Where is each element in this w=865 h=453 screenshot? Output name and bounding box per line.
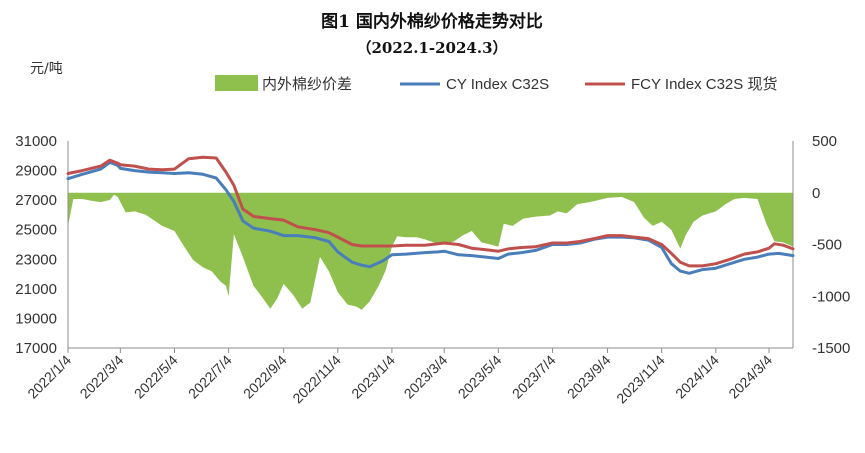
- y-right-tick-label: 0: [812, 185, 820, 202]
- y-right-tick-label: 500: [812, 133, 837, 150]
- legend-label-cy: CY Index C32S: [446, 76, 549, 93]
- legend: 内外棉纱价差 CY Index C32S FCY Index C32S 现货: [215, 75, 777, 93]
- x-tick-label: 2023/7/4: [509, 352, 559, 402]
- cy-index-line: [66, 160, 795, 275]
- x-tick-label: 2023/11/4: [613, 352, 668, 407]
- fcy-index-line: [66, 155, 795, 268]
- x-tick-label: 2023/3/4: [401, 352, 451, 402]
- price-lines-layer: [66, 155, 795, 275]
- x-tick-label: 2022/7/4: [185, 352, 235, 402]
- x-tick-label: 2022/11/4: [289, 352, 344, 407]
- x-tick-label: 2023/5/4: [455, 352, 505, 402]
- y-right-tick-label: -1500: [812, 340, 850, 357]
- y-right-tick-label: -500: [812, 237, 842, 254]
- spread-area-layer: [68, 192, 793, 310]
- chart-title: 图1 国内外棉纱价格走势对比: [321, 11, 543, 32]
- x-tick-label: 2022/5/4: [131, 352, 181, 402]
- spread-area: [68, 192, 793, 310]
- x-tick-label: 2023/9/4: [564, 352, 614, 402]
- y-axis-unit: 元/吨: [30, 61, 63, 77]
- chart-subtitle: （2022.1-2024.3）: [356, 39, 507, 57]
- x-tick-label: 2023/1/4: [348, 352, 398, 402]
- y-left-tick-label: 19000: [15, 310, 57, 327]
- axes: [67, 141, 794, 353]
- y-left-tick-label: 31000: [15, 133, 57, 150]
- x-tick-label: 2022/1/4: [24, 352, 74, 402]
- tick-labels: 17000 19000 21000 23000 25000 27000 29000 31000…: [15, 133, 850, 406]
- y-left-tick-label: 27000: [15, 192, 57, 209]
- legend-swatch-spread: [215, 75, 258, 91]
- x-tick-label: 2022/3/4: [77, 352, 127, 402]
- legend-label-fcy: FCY Index C32S 现货: [631, 76, 777, 93]
- x-tick-label: 2024/3/4: [725, 352, 775, 402]
- y-left-tick-label: 23000: [15, 251, 57, 268]
- y-left-tick-label: 25000: [15, 222, 57, 239]
- y-left-tick-label: 29000: [15, 163, 57, 180]
- legend-label-spread: 内外棉纱价差: [262, 76, 352, 93]
- y-left-tick-label: 17000: [15, 340, 57, 357]
- x-tick-label: 2022/9/4: [240, 352, 290, 402]
- y-left-tick-label: 21000: [15, 281, 57, 298]
- x-tick-label: 2024/1/4: [672, 352, 722, 402]
- y-right-tick-label: -1000: [812, 288, 850, 305]
